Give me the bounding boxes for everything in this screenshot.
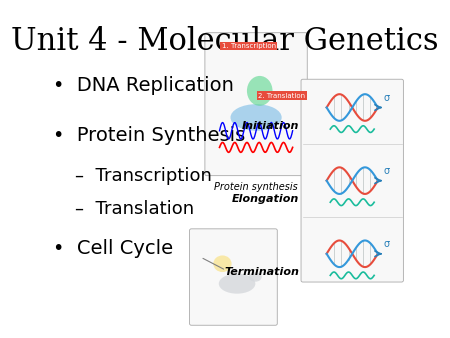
Text: σ: σ xyxy=(383,166,389,176)
Text: 2. Translation: 2. Translation xyxy=(258,93,305,99)
Text: Initiation: Initiation xyxy=(242,121,299,131)
Text: σ: σ xyxy=(383,93,389,102)
Ellipse shape xyxy=(247,76,273,106)
Text: –  Translation: – Translation xyxy=(75,200,194,218)
FancyBboxPatch shape xyxy=(205,33,307,176)
Text: •  DNA Replication: • DNA Replication xyxy=(53,76,234,95)
Ellipse shape xyxy=(213,256,232,272)
Text: –  Transcription: – Transcription xyxy=(75,167,212,185)
Text: •  Protein Synthesis: • Protein Synthesis xyxy=(53,126,245,145)
Text: σ: σ xyxy=(383,239,389,249)
Text: Unit 4 - Molecular Genetics: Unit 4 - Molecular Genetics xyxy=(11,26,439,57)
Ellipse shape xyxy=(230,104,282,131)
Text: Termination: Termination xyxy=(225,267,299,277)
Text: Elongation: Elongation xyxy=(232,194,299,204)
FancyBboxPatch shape xyxy=(301,79,403,282)
Text: 1. Transcription: 1. Transcription xyxy=(222,43,276,49)
Ellipse shape xyxy=(249,272,262,282)
Text: Protein synthesis: Protein synthesis xyxy=(214,182,298,192)
FancyBboxPatch shape xyxy=(189,229,277,325)
Ellipse shape xyxy=(219,274,255,294)
Text: •  Cell Cycle: • Cell Cycle xyxy=(53,239,173,258)
